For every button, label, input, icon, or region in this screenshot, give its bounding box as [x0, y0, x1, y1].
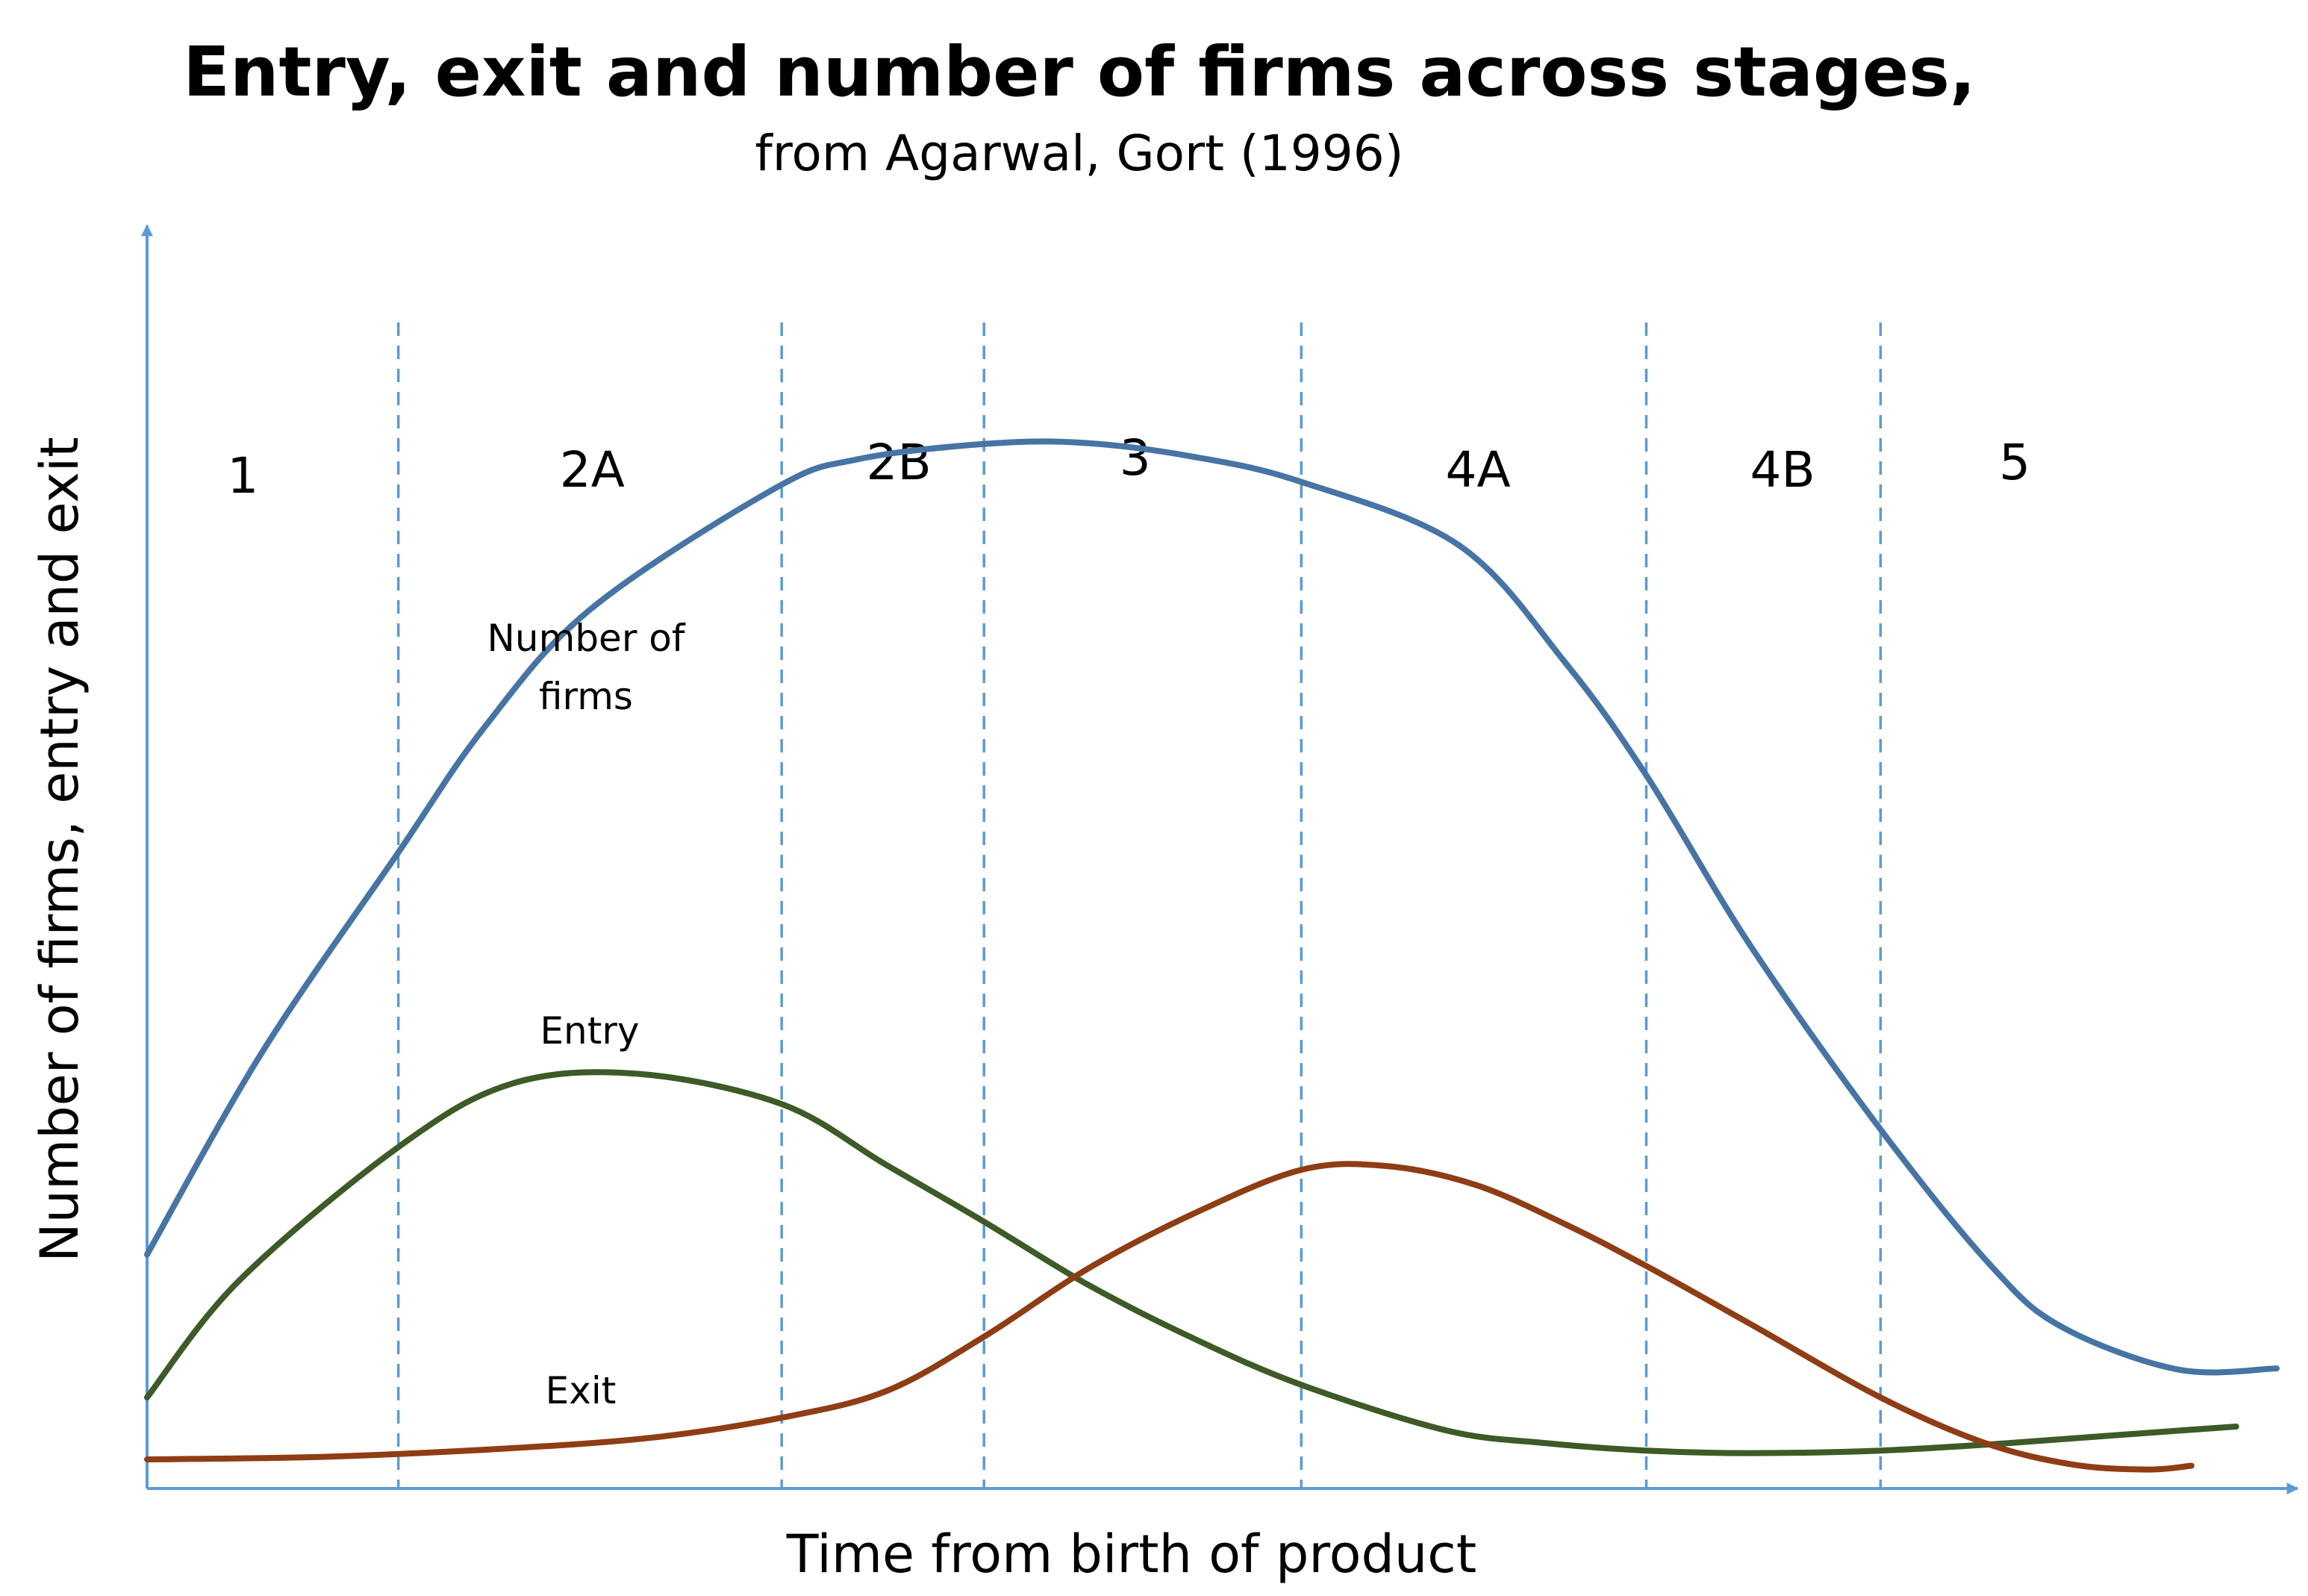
- y-axis-label: Number of firms, entry and exit: [29, 437, 90, 1262]
- series-lines: [144, 438, 2280, 1473]
- series-line-number-of-firms: [144, 438, 2280, 1376]
- series-label-number-of-firms-line-2: firms: [539, 675, 633, 718]
- series-label-number-of-firms-line-1: Number of: [487, 617, 686, 660]
- stage-label-4a: 4A: [1446, 441, 1511, 499]
- stage-boundaries: [396, 322, 1883, 1489]
- series-line-entry: [144, 1069, 2239, 1456]
- stage-label-5: 5: [1999, 434, 2030, 491]
- stage-label-3: 3: [1120, 429, 1151, 487]
- chart-subtitle: from Agarwal, Gort (1996): [755, 125, 1404, 182]
- stage-label-4b: 4B: [1750, 441, 1815, 499]
- stage-labels: 1 2A 2B 3 4A 4B 5: [227, 429, 2030, 505]
- series-label-entry: Entry: [540, 1009, 639, 1053]
- stage-label-2a: 2A: [560, 441, 625, 499]
- series-line-exit: [144, 1161, 2195, 1473]
- stage-label-2b: 2B: [866, 434, 931, 491]
- stage-label-1: 1: [227, 447, 258, 505]
- series-labels: Number of firms Entry Exit: [487, 617, 686, 1412]
- series-label-exit: Exit: [546, 1369, 617, 1412]
- x-axis-label: Time from birth of product: [786, 1524, 1476, 1585]
- chart-title: Entry, exit and number of firms across s…: [183, 32, 1976, 112]
